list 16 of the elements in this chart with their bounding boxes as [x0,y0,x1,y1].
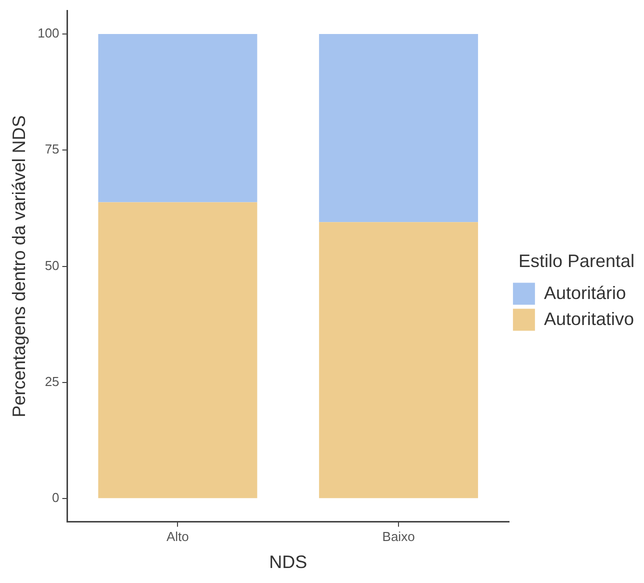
legend-label: Autoritativo [544,308,634,329]
y-tick-label: 50 [44,258,60,273]
legend-label: Autoritário [544,282,626,303]
legend-title: Estilo Parental [518,251,635,272]
bar [319,222,478,498]
y-tick-label: 25 [44,374,60,390]
y-axis-title: Percentagens dentro da variável NDS [8,115,29,418]
y-tick-label: 100 [38,26,60,41]
x-tick-label: Baixo [382,529,415,544]
y-tick-label: 0 [52,490,60,506]
x-tick-label: Alto [166,529,189,544]
bar [98,34,258,202]
bar [319,34,478,222]
x-axis-title: NDS [269,552,308,572]
y-tick-label: 75 [44,142,60,157]
bar [98,202,258,498]
